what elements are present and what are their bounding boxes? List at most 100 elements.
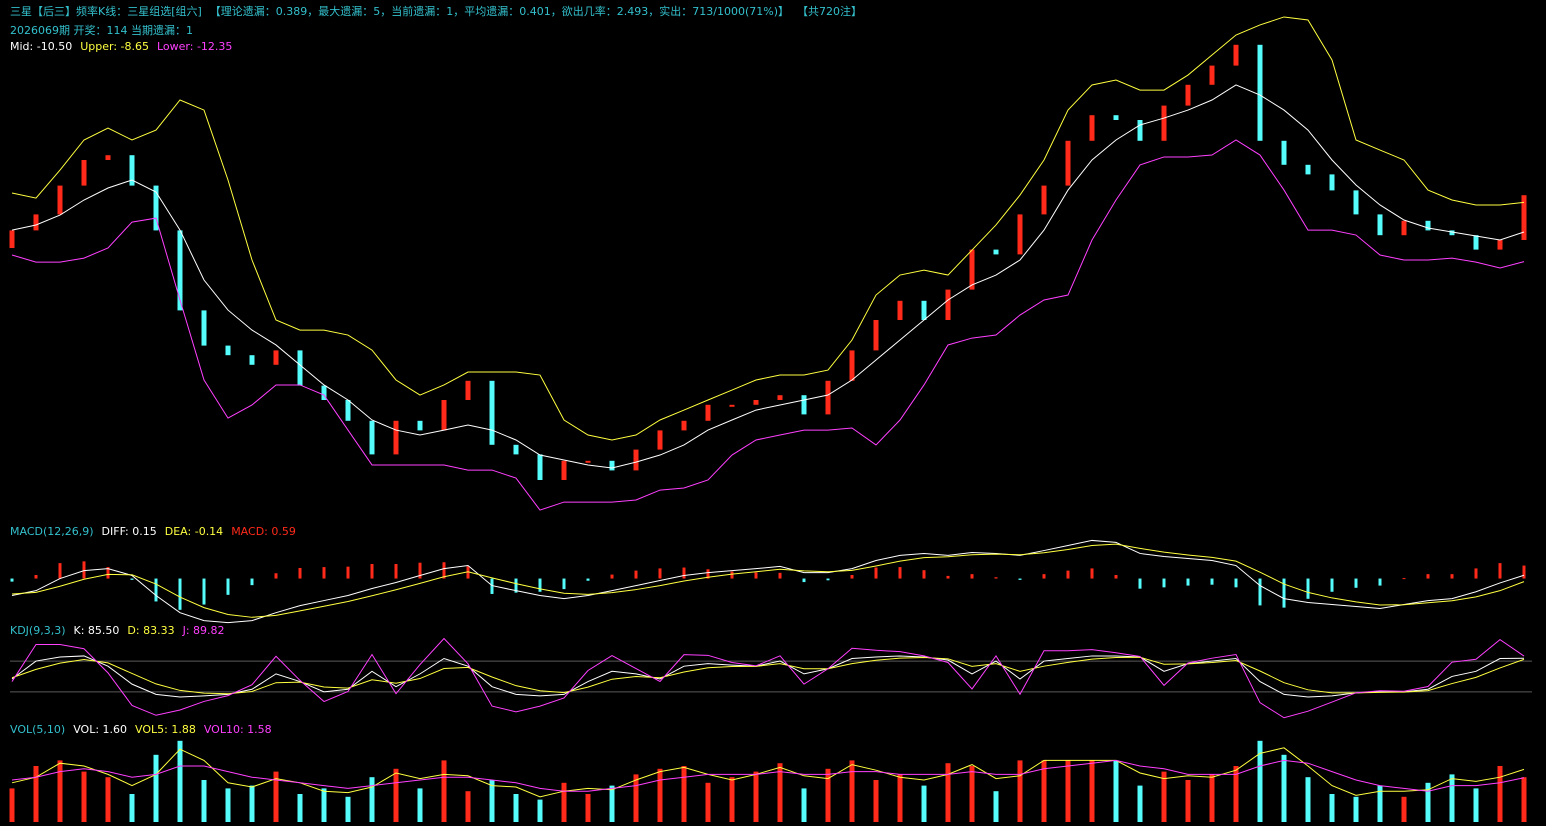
candle <box>321 385 327 400</box>
macd-bar <box>466 566 470 579</box>
volume-bar <box>1257 740 1263 822</box>
candle <box>1305 164 1311 175</box>
macd-bar <box>1474 568 1478 579</box>
macd-bar <box>154 578 158 602</box>
macd-bar <box>298 567 302 579</box>
candle <box>249 355 255 365</box>
indicator-line <box>11 759 1525 792</box>
candle <box>1185 84 1191 106</box>
macd-bar <box>850 575 854 579</box>
candle <box>945 289 951 320</box>
macd-bar <box>10 578 14 582</box>
macd-bar <box>394 564 398 579</box>
legend-value: VOL10: 1.58 <box>204 723 272 736</box>
volume-bar <box>177 740 183 822</box>
candle <box>1473 235 1479 250</box>
volume-bar <box>1233 766 1239 822</box>
candle <box>801 395 807 415</box>
indicator-line <box>11 543 1525 618</box>
candle <box>657 430 663 450</box>
header-stats: 【理论遗漏：0.389，最大遗漏：5，当前遗漏：1，平均遗漏：0.401，欲出几… <box>210 4 789 18</box>
volume-bar <box>705 782 711 822</box>
volume-bar <box>129 794 135 822</box>
candle <box>633 449 639 471</box>
macd-bar <box>130 578 134 580</box>
macd-bar <box>82 561 86 579</box>
volume-bar <box>513 794 519 822</box>
candle <box>849 350 855 381</box>
candle <box>1497 240 1503 250</box>
macd-bar <box>874 567 878 579</box>
header-title: 三星【后三】频率K线：三星组选[组六] <box>10 4 202 18</box>
candle <box>1449 230 1455 236</box>
candle <box>369 420 375 455</box>
macd-bar <box>634 570 638 579</box>
legend-value: DIFF: 0.15 <box>102 525 157 538</box>
volume-bar <box>1521 777 1527 822</box>
macd-bar <box>106 567 110 579</box>
candle <box>1065 140 1071 186</box>
volume-bar <box>777 763 783 822</box>
indicator-line <box>11 656 1525 695</box>
indicator-line <box>11 655 1525 698</box>
macd-bar <box>1354 578 1358 588</box>
indicator-line <box>11 139 1525 511</box>
macd-bar <box>58 563 62 579</box>
volume-bar <box>873 780 879 822</box>
candle <box>1113 115 1119 120</box>
macd-bar <box>1258 578 1262 606</box>
macd-bar <box>1234 578 1238 588</box>
volume-bar <box>1017 760 1023 822</box>
macd-bar <box>610 574 614 579</box>
candle <box>1257 44 1263 141</box>
volume-bar <box>153 754 159 822</box>
macd-bar <box>1042 574 1046 579</box>
volume-bar <box>921 785 927 822</box>
candle <box>681 420 687 431</box>
volume-bar <box>1113 760 1119 822</box>
volume-bar <box>945 763 951 822</box>
candle <box>873 320 879 351</box>
volume-bar <box>105 777 111 822</box>
volume-bar <box>321 788 327 822</box>
header-count: 【共720注】 <box>797 4 862 18</box>
macd-bar <box>1018 578 1022 580</box>
volume-bar <box>465 791 471 822</box>
volume-bar <box>1329 794 1335 822</box>
macd-bar <box>1162 578 1166 588</box>
candle <box>105 155 111 160</box>
volume-bar <box>297 794 303 822</box>
candle <box>537 454 543 480</box>
macd-bar <box>1450 574 1454 579</box>
indicator-line <box>11 747 1525 798</box>
macd-bar <box>562 578 566 590</box>
macd-bar <box>898 567 902 579</box>
volume-bar <box>9 788 15 822</box>
candle <box>777 395 783 400</box>
macd-bar <box>418 562 422 579</box>
candle <box>1377 214 1383 236</box>
volume-bar <box>1497 766 1503 822</box>
volume-bar <box>1065 760 1071 822</box>
candle <box>1353 190 1359 215</box>
macd-bar <box>826 578 830 581</box>
candle <box>177 230 183 311</box>
legend-value: D: 83.33 <box>127 624 174 637</box>
macd-bar <box>586 578 590 581</box>
volume-bar <box>537 799 543 822</box>
candle <box>1017 214 1023 255</box>
volume-bar <box>1089 760 1095 822</box>
macd-bar <box>970 574 974 579</box>
macd-bar <box>802 578 806 583</box>
volume-bar <box>729 777 735 822</box>
macd-bar <box>1402 578 1406 580</box>
indicator-line <box>11 539 1525 624</box>
macd-bar <box>322 567 326 579</box>
volume-bar <box>1281 754 1287 822</box>
volume-bar <box>393 768 399 822</box>
macd-bar <box>34 575 38 579</box>
candle <box>81 160 87 186</box>
legend-value: J: 89.82 <box>182 624 225 637</box>
volume-bar <box>1137 785 1143 822</box>
candle <box>465 380 471 400</box>
